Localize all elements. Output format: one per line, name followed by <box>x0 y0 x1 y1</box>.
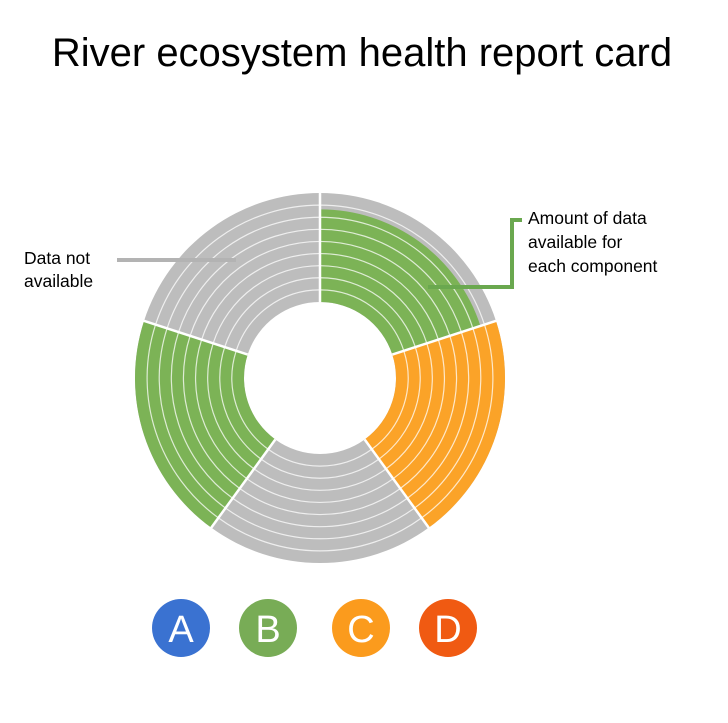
ring-separator <box>212 265 321 344</box>
ring-separator <box>246 478 394 503</box>
donut-chart <box>134 192 506 563</box>
ring-separator <box>170 331 233 499</box>
segment-divider <box>209 438 277 530</box>
ring-separator <box>319 216 474 329</box>
annotation-line-3: each component <box>528 256 658 276</box>
annotation-line-2: available <box>24 271 93 291</box>
grade-d-label: D <box>434 609 461 651</box>
chart-title: River ecosystem health report card <box>52 31 672 75</box>
ring-separator <box>232 497 408 528</box>
ring-separator <box>378 346 421 460</box>
segment-top-left <box>144 193 321 355</box>
ring-separator <box>201 252 321 340</box>
grade-legend: A B C D <box>152 599 477 657</box>
ring-separator <box>414 328 482 509</box>
ring-separator <box>225 507 415 540</box>
ring-separator <box>319 289 405 351</box>
ring-separator <box>267 448 373 467</box>
grade-a-label: A <box>168 609 194 651</box>
callout-line-data-amount <box>428 218 522 289</box>
segment-divider <box>363 438 431 530</box>
ring-separator <box>319 204 485 325</box>
segment-divider <box>142 319 249 356</box>
grade-c-circle <box>332 599 390 657</box>
ring-separator <box>207 343 255 470</box>
ring-separator <box>194 339 248 480</box>
ring-separator <box>253 468 387 491</box>
ring-separator <box>182 335 241 489</box>
segment-data-band <box>134 320 276 528</box>
ring-separator <box>166 216 321 329</box>
ring-separator <box>158 328 226 509</box>
ring-separator <box>392 339 446 480</box>
ring-separator <box>239 487 401 516</box>
grade-d-circle <box>419 599 477 657</box>
ring-separator <box>218 517 422 552</box>
segment-data-band <box>320 209 481 355</box>
annotation-line-1: Data not <box>24 248 90 268</box>
annotation-line-2: available for <box>528 232 623 252</box>
ring-separator <box>319 265 428 344</box>
ring-separator <box>371 350 409 450</box>
ring-separator <box>189 240 321 336</box>
grade-a-circle <box>152 599 210 657</box>
ring-separator <box>146 324 219 519</box>
segment-divider <box>391 319 498 356</box>
ring-separator <box>385 343 433 470</box>
annotation-amount-of-data: Amount of data available for each compon… <box>528 208 658 276</box>
ring-separator <box>224 277 321 348</box>
segment-data-band <box>364 320 506 528</box>
ring-separator <box>319 240 451 336</box>
ring-separator <box>399 335 458 489</box>
ring-separator <box>319 252 439 340</box>
ring-separator <box>319 277 416 348</box>
ring-separator <box>260 458 380 479</box>
ring-separator <box>421 324 494 519</box>
grade-b-label: B <box>255 609 280 651</box>
ring-separator <box>407 331 470 499</box>
grade-c-label: C <box>347 609 374 651</box>
ring-separator <box>178 228 321 333</box>
annotation-line-1: Amount of data <box>528 208 647 228</box>
segment-bottom <box>211 439 429 563</box>
segment-unavailable-band <box>211 439 429 563</box>
ring-separator <box>231 350 269 450</box>
ring-separator <box>155 204 321 325</box>
segment-top-right <box>319 193 496 355</box>
ring-separator <box>235 289 321 351</box>
ring-separator <box>319 228 462 333</box>
ring-separator <box>219 346 262 460</box>
segment-left <box>134 320 276 528</box>
annotation-data-not-available: Data not available <box>24 248 95 291</box>
segment-right <box>364 320 506 528</box>
grade-b-circle <box>239 599 297 657</box>
